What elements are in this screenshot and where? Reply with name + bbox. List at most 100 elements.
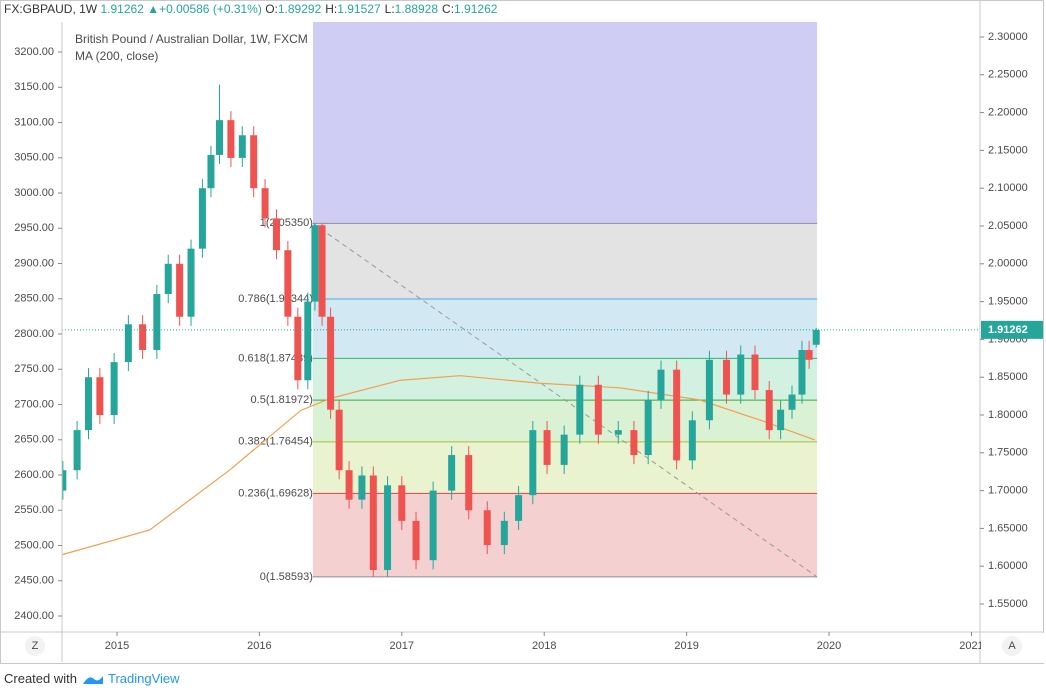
- candle-body: [238, 135, 246, 158]
- candle-body: [176, 263, 184, 317]
- candle-body: [335, 409, 343, 471]
- candle-body: [483, 510, 491, 546]
- candle-body: [84, 377, 92, 431]
- y-tick-label: 1.75000: [988, 447, 1028, 459]
- y2-tick-label: 2450.00: [14, 575, 54, 587]
- candle-body: [529, 430, 537, 496]
- candle-body: [358, 475, 366, 500]
- y-tick-label: 1.80000: [988, 409, 1028, 421]
- header: FX:GBPAUD, 1W 1.91262 ▲+0.00586 (+0.31%)…: [4, 2, 501, 16]
- x-tick-label: 2018: [532, 640, 556, 652]
- candle-body: [398, 485, 406, 521]
- y2-tick-label: 2950.00: [14, 222, 54, 234]
- candle-body: [207, 154, 215, 189]
- candle-body: [614, 430, 622, 435]
- corner-button[interactable]: [1002, 636, 1022, 656]
- last-price-label: 1.91262: [988, 324, 1028, 336]
- plot-area: 1(2.05350) 0.786(1.95344) 0.618(1.87489) 0.…: [59, 22, 820, 583]
- candle-body: [673, 369, 681, 461]
- brand: TradingView: [108, 671, 180, 686]
- candle-body: [304, 301, 312, 381]
- y2-tick-label: 2400.00: [14, 610, 54, 622]
- corner-button-label: A: [1008, 640, 1016, 652]
- y-tick-label: 2.05000: [988, 220, 1028, 232]
- x-tick-label: 2021: [959, 640, 983, 652]
- fib-label: 0.786(1.95344): [238, 293, 313, 305]
- candle-body: [777, 409, 785, 431]
- candle-body: [311, 225, 319, 302]
- candle-body: [465, 455, 473, 511]
- logo: [82, 675, 103, 684]
- ohlc: O:1.89292 H:1.91527 L:1.88928 C:1.91262: [265, 2, 501, 16]
- candle-body: [345, 470, 353, 500]
- trend-line: [312, 222, 818, 578]
- fib-zone: [312, 358, 818, 401]
- candle-body: [318, 225, 326, 317]
- fib-label: 0.382(1.76454): [238, 436, 313, 448]
- candle-body: [594, 384, 602, 435]
- left-axis-panel: [0, 22, 62, 632]
- y-tick-label: 2.10000: [988, 182, 1028, 194]
- corner-button[interactable]: [25, 636, 45, 656]
- x-tick-label: 2020: [817, 640, 841, 652]
- y2-tick-label: 2800.00: [14, 328, 54, 340]
- y-tick-label: 1.55000: [988, 598, 1028, 610]
- y2-tick-label: 3050.00: [14, 152, 54, 164]
- fib-top-zone: [312, 22, 818, 224]
- y-tick-label: 2.20000: [988, 106, 1028, 118]
- x-tick-label: 2015: [105, 640, 129, 652]
- candle-body: [644, 399, 652, 456]
- legend-title: British Pound / Australian Dollar, 1W, F…: [75, 32, 308, 46]
- candle-body: [500, 520, 508, 546]
- y2-tick-label: 3100.00: [14, 116, 54, 128]
- candle-body: [369, 475, 377, 571]
- candle-body: [812, 329, 820, 345]
- candle-body: [412, 520, 420, 561]
- y2-tick-label: 2850.00: [14, 293, 54, 305]
- candle-body: [805, 349, 813, 360]
- candle-body: [198, 188, 206, 249]
- fib-zone: [312, 223, 818, 299]
- candle-body: [227, 120, 235, 158]
- created: Created with: [4, 671, 77, 686]
- fib-label: 0.236(1.69628): [238, 487, 313, 499]
- candle-body: [294, 316, 302, 381]
- candle-body: [124, 324, 132, 363]
- fib-label: 1(2.05350): [260, 217, 313, 229]
- fib-zone: [312, 298, 818, 359]
- candle-body: [705, 359, 713, 421]
- candle-body: [515, 495, 523, 521]
- y2-tick-label: 2900.00: [14, 257, 54, 269]
- fib-label: 0.618(1.87489): [238, 352, 313, 364]
- y2-tick-label: 3000.00: [14, 187, 54, 199]
- fib-label: 0(1.58593): [260, 571, 313, 583]
- candle-body: [751, 354, 759, 391]
- candle-body: [723, 359, 731, 395]
- candle-body: [688, 420, 696, 461]
- y2-tick-label: 2500.00: [14, 539, 54, 551]
- y-tick-label: 2.30000: [988, 31, 1028, 43]
- candle-body: [788, 394, 796, 410]
- y-tick-label: 1.85000: [988, 371, 1028, 383]
- footer: Created with TradingView: [4, 671, 180, 687]
- chart-border: [0, 0, 1044, 664]
- ohlc-value: 1.89292: [277, 2, 322, 16]
- candle-body: [560, 434, 568, 465]
- fib-zone: [312, 493, 818, 577]
- candle-body: [139, 324, 147, 350]
- corner-button-label: Z: [32, 640, 39, 652]
- candle-body: [284, 250, 292, 317]
- candle-body: [110, 362, 118, 416]
- y2-tick-label: 3150.00: [14, 81, 54, 93]
- fib-label: 0.5(1.81972): [251, 394, 313, 406]
- candle-body: [250, 135, 258, 189]
- candle-body: [630, 430, 638, 456]
- y2-tick-label: 2700.00: [14, 398, 54, 410]
- candle-body: [327, 316, 335, 410]
- y2-tick-label: 2600.00: [14, 469, 54, 481]
- candle-body: [737, 354, 745, 395]
- candle-body: [448, 455, 456, 491]
- ohlc-key: L:: [384, 2, 395, 16]
